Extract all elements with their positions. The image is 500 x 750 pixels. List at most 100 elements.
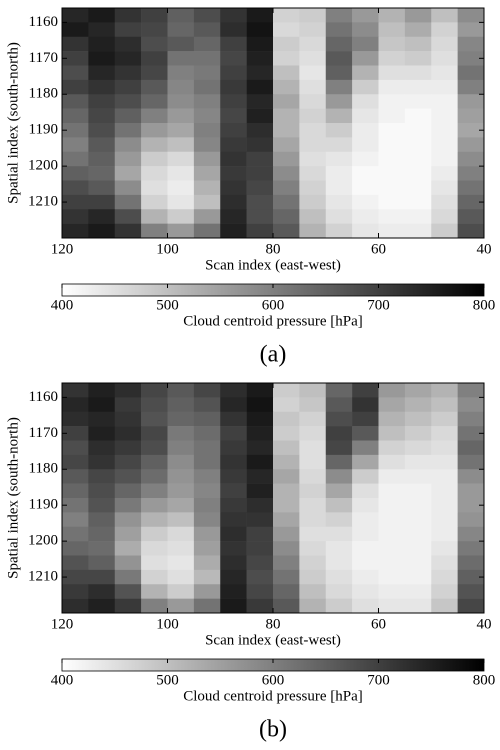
heatmap-cell xyxy=(378,65,406,81)
colorbar-tick-label: 600 xyxy=(262,672,285,688)
heatmap-cell xyxy=(167,108,195,124)
heatmap-cell xyxy=(88,426,116,441)
heatmap-cell xyxy=(88,555,116,571)
heatmap-cell xyxy=(457,137,485,153)
heatmap-cell xyxy=(141,397,168,413)
heatmap-cell xyxy=(431,94,458,109)
heatmap-cell xyxy=(457,512,485,528)
heatmap-cell xyxy=(193,584,221,599)
heatmap-cell xyxy=(193,526,221,542)
heatmap-cell xyxy=(220,137,247,153)
heatmap-cell xyxy=(114,8,142,23)
heatmap-cell xyxy=(246,454,274,470)
heatmap-cell xyxy=(220,166,247,181)
heatmap-cell xyxy=(352,541,379,556)
heatmap-cell xyxy=(431,383,458,398)
heatmap-cell xyxy=(299,569,327,585)
heatmap-cell xyxy=(114,79,142,95)
heatmap-cell xyxy=(62,383,89,398)
heatmap-cell xyxy=(88,51,116,66)
heatmap-cell xyxy=(167,180,195,196)
colorbar-tick-label: 500 xyxy=(156,297,179,313)
heatmap-cell xyxy=(299,51,327,66)
heatmap-cell xyxy=(167,51,195,66)
heatmap-cell xyxy=(378,483,406,499)
heatmap-cell xyxy=(457,180,485,196)
heatmap-cell xyxy=(325,151,353,167)
heatmap-cell xyxy=(273,137,300,153)
heatmap-cell xyxy=(88,151,116,167)
heatmap-cell xyxy=(431,8,458,23)
heatmap-cell xyxy=(141,22,168,38)
heatmap-cell xyxy=(378,383,406,398)
heatmap-cell xyxy=(167,79,195,95)
heatmap-cell xyxy=(299,498,327,513)
heatmap-cell xyxy=(431,51,458,66)
heatmap-cell xyxy=(457,36,485,52)
heatmap-cell xyxy=(273,94,300,109)
heatmap-cell xyxy=(62,209,89,224)
heatmap-cell xyxy=(431,108,458,124)
heatmap-cell xyxy=(193,123,221,138)
heatmap-cell xyxy=(62,526,89,542)
heatmap-cell xyxy=(167,383,195,398)
heatmap-cell xyxy=(404,569,432,585)
heatmap-cell xyxy=(378,36,406,52)
heatmap-cell xyxy=(457,51,485,66)
heatmap-cell xyxy=(457,397,485,413)
heatmap-cell xyxy=(431,194,458,210)
heatmap-cell xyxy=(325,498,353,513)
heatmap-cell xyxy=(246,555,274,571)
heatmap-cell xyxy=(325,36,353,52)
heatmap-cell xyxy=(299,512,327,528)
heatmap-cell xyxy=(325,541,353,556)
heatmap-cell xyxy=(88,411,116,427)
heatmap-cell xyxy=(378,498,406,513)
heatmap-cell xyxy=(404,22,432,38)
heatmap-cell xyxy=(404,426,432,441)
heatmap-cell xyxy=(431,498,458,513)
heatmap-cell xyxy=(193,180,221,196)
heatmap-cell xyxy=(404,541,432,556)
x-tick-label: 80 xyxy=(266,616,281,632)
heatmap-cell xyxy=(299,469,327,484)
heatmap-cell xyxy=(404,440,432,456)
heatmap-cell xyxy=(299,426,327,441)
heatmap-cell xyxy=(167,65,195,81)
heatmap-cell xyxy=(457,440,485,456)
heatmap-cell xyxy=(352,65,379,81)
heatmap-cell xyxy=(220,94,247,109)
heatmap-cell xyxy=(220,555,247,571)
heatmap-cell xyxy=(62,598,89,614)
heatmap-cell xyxy=(457,569,485,585)
heatmap-cell xyxy=(325,123,353,138)
heatmap-cell xyxy=(431,541,458,556)
heatmap-cell xyxy=(141,223,168,239)
heatmap-cell xyxy=(193,36,221,52)
heatmap-cell xyxy=(378,51,406,66)
heatmap-cell xyxy=(431,469,458,484)
heatmap-cell xyxy=(273,194,300,210)
heatmap-cell xyxy=(431,569,458,585)
heatmap-cell xyxy=(141,123,168,138)
heatmap-cell xyxy=(193,8,221,23)
heatmap-cell xyxy=(220,123,247,138)
heatmap-cell xyxy=(114,411,142,427)
heatmap-cell xyxy=(246,440,274,456)
heatmap-cell xyxy=(352,483,379,499)
heatmap-cell xyxy=(299,180,327,196)
heatmap-cell xyxy=(457,79,485,95)
heatmap-cell xyxy=(431,22,458,38)
heatmap-cell xyxy=(193,194,221,210)
heatmap-cell xyxy=(141,411,168,427)
heatmap-cell xyxy=(246,8,274,23)
heatmap-cell xyxy=(431,123,458,138)
heatmap-cell xyxy=(431,483,458,499)
heatmap-cell xyxy=(378,166,406,181)
heatmap-cell xyxy=(141,151,168,167)
heatmap-cell xyxy=(378,194,406,210)
heatmap-cell xyxy=(431,137,458,153)
heatmap-cell xyxy=(114,108,142,124)
heatmap-cell xyxy=(325,598,353,614)
heatmap-cell xyxy=(141,8,168,23)
